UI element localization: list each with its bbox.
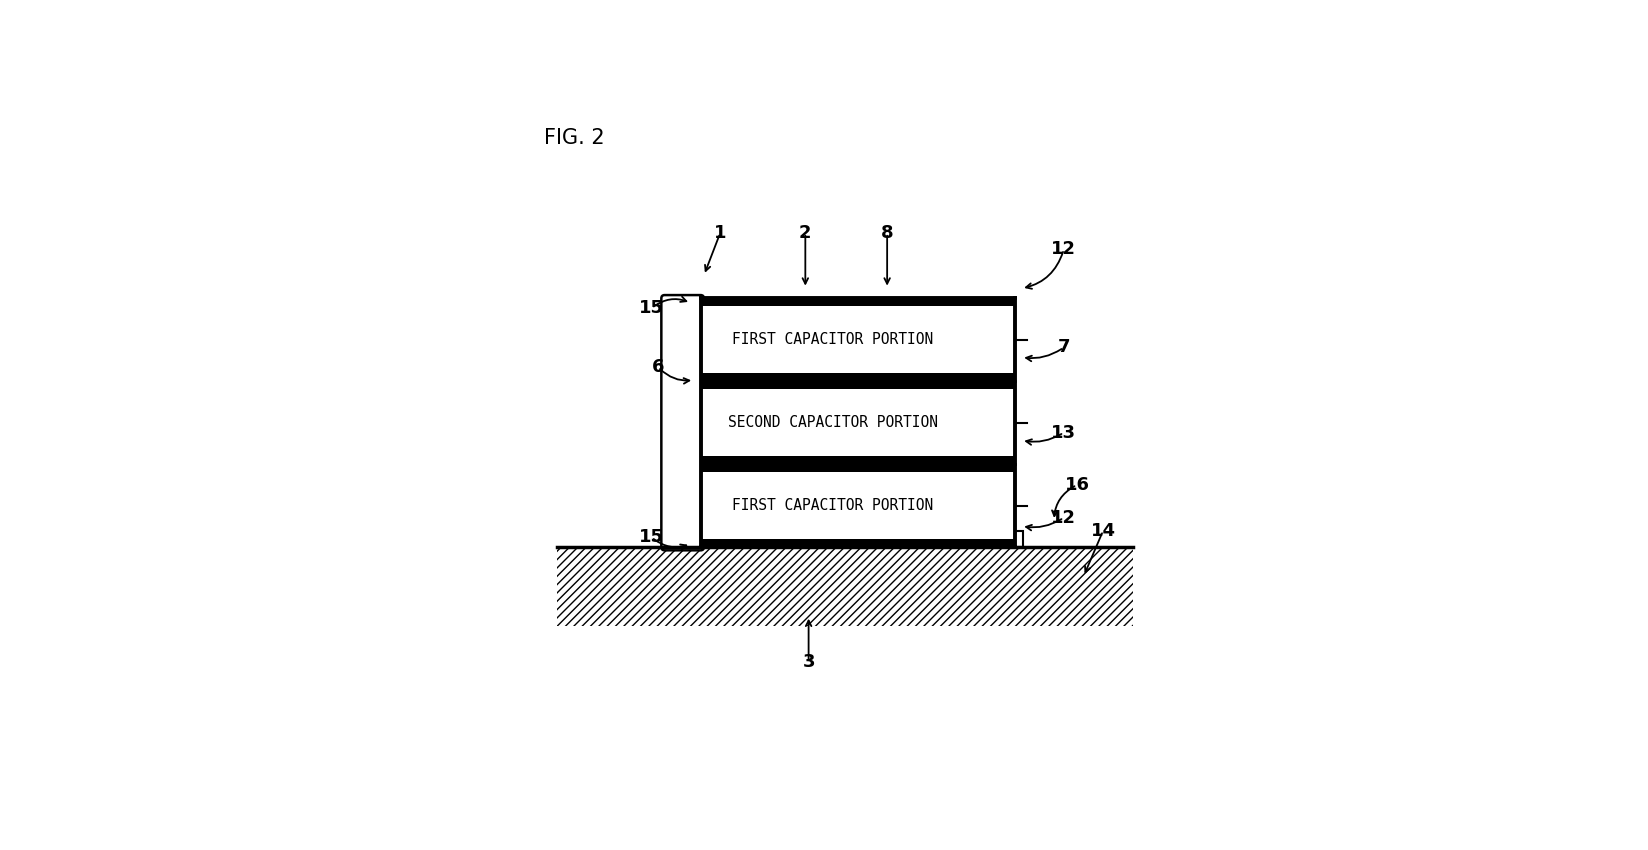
Bar xyxy=(700,464,1015,472)
Bar xyxy=(700,382,1015,389)
Text: 16: 16 xyxy=(1065,476,1089,494)
Text: FIRST CAPACITOR PORTION: FIRST CAPACITOR PORTION xyxy=(732,498,933,513)
Text: FIG. 2: FIG. 2 xyxy=(544,128,605,148)
Text: 15: 15 xyxy=(639,299,664,317)
Bar xyxy=(1015,530,1023,547)
Text: SECOND CAPACITOR PORTION: SECOND CAPACITOR PORTION xyxy=(727,415,938,430)
Bar xyxy=(700,373,1015,382)
Text: 12: 12 xyxy=(1051,241,1076,258)
Text: 6: 6 xyxy=(653,358,664,376)
FancyBboxPatch shape xyxy=(661,295,704,550)
Text: 13: 13 xyxy=(1051,423,1076,441)
Text: 1: 1 xyxy=(714,224,727,242)
Bar xyxy=(700,539,1015,547)
Text: 8: 8 xyxy=(880,224,893,242)
Text: 7: 7 xyxy=(1058,338,1070,356)
Bar xyxy=(700,298,1015,547)
Text: 3: 3 xyxy=(803,653,814,671)
Bar xyxy=(700,456,1015,464)
Text: 14: 14 xyxy=(1091,522,1116,540)
Bar xyxy=(557,547,1132,626)
Bar xyxy=(700,298,1015,306)
Text: 2: 2 xyxy=(799,224,811,242)
Text: 15: 15 xyxy=(639,528,664,547)
Text: FIRST CAPACITOR PORTION: FIRST CAPACITOR PORTION xyxy=(732,332,933,348)
Text: 12: 12 xyxy=(1051,508,1076,527)
